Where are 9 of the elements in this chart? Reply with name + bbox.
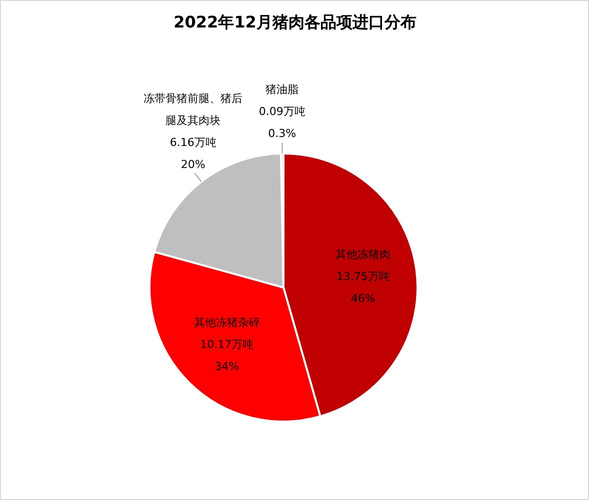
data-label: 10.17万吨 34%: [200, 338, 254, 374]
slice-label: 其他冻猪杂碎: [194, 316, 260, 329]
slice-label: 冻带骨猪前腿、猪后腿及其肉块: [144, 92, 243, 127]
data-label: 13.75万吨 46%: [336, 270, 390, 305]
data-label: 6.16万吨 20%: [170, 136, 216, 172]
data-label: 0.09万吨 0.3%: [258, 105, 306, 140]
chart-title: 2022年12月猪肉各品项进口分布: [174, 12, 416, 32]
slice-label: 其他冻猪肉: [336, 248, 391, 261]
slice-label: 猪油脂: [266, 82, 299, 96]
